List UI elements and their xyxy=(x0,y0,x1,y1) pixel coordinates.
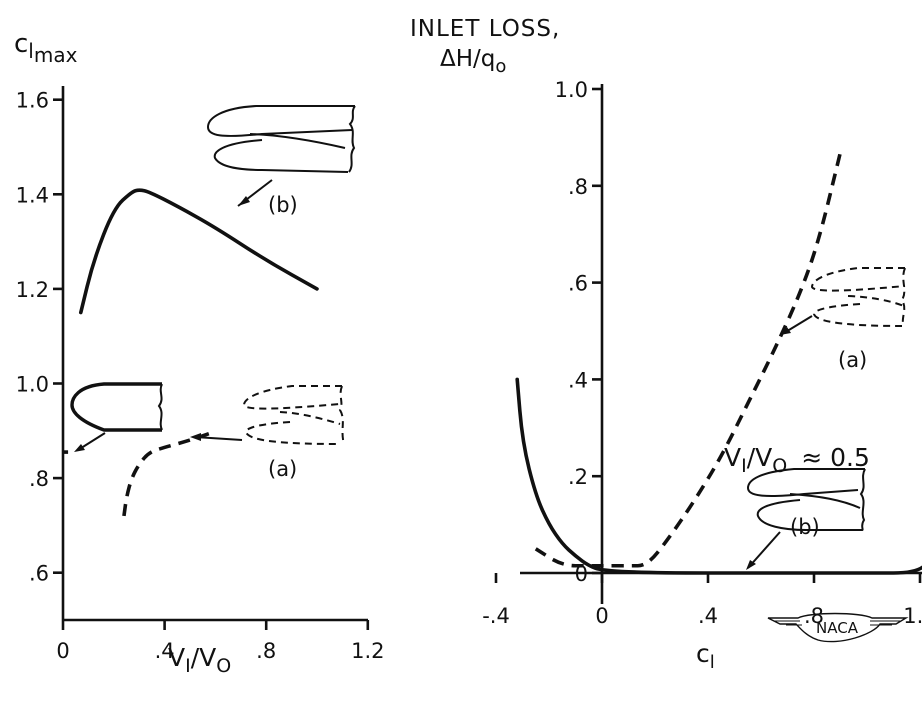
left-y-tick-label: .8 xyxy=(29,467,49,491)
right-y-tick-label: 1.0 xyxy=(555,78,588,102)
right-series-dashed-1 xyxy=(534,151,843,568)
right-chart: 0 .2 .4 .6 .8 1.0 -.4 0 .4 .8 1.2 INLET LOSS, ΔH/… xyxy=(410,16,922,673)
left-series-solid-0 xyxy=(78,188,319,315)
right-x-tick-label: 0 xyxy=(595,604,608,628)
right-y-tick-label: .6 xyxy=(568,272,588,296)
right-x-ticks: -.4 0 .4 .8 1.2 xyxy=(482,573,922,628)
left-y-tick-label: 1.4 xyxy=(16,183,49,207)
right-y-tick-label: 0 xyxy=(575,562,588,586)
left-x-tick-label: .4 xyxy=(155,639,175,663)
inlet-sketch-b-icon xyxy=(206,105,356,173)
left-y-tick-label: 1.0 xyxy=(16,373,49,397)
left-arrow-a xyxy=(194,436,243,441)
left-series-dashed-1 xyxy=(122,431,211,517)
right-y-tick-label: .2 xyxy=(568,465,588,489)
left-y-tick-label: .6 xyxy=(29,562,49,586)
right-x-tick-label: 1.2 xyxy=(903,604,922,628)
right-x-label: cl xyxy=(696,639,715,673)
naca-logo-text: NACA xyxy=(816,619,859,637)
right-y-ticks: 0 .2 .4 .6 .8 1.0 xyxy=(555,78,602,586)
right-x-tick-label: .4 xyxy=(698,604,718,628)
right-y-tick-label: .4 xyxy=(568,368,588,392)
right-series-group xyxy=(515,151,922,575)
left-x-tick-label: 1.2 xyxy=(351,639,384,663)
left-y-tick-label: 1.6 xyxy=(16,89,49,113)
left-y-tick-label: 1.2 xyxy=(16,278,49,302)
right-title-line2: ΔH/qo xyxy=(440,46,506,77)
right-x-tick-label: .8 xyxy=(804,604,824,628)
left-x-ticks: 0 .4 .8 1.2 xyxy=(56,620,385,663)
naca-logo: NACA xyxy=(767,612,909,643)
left-y-ticks: .6 .8 1.0 1.2 1.4 1.6 xyxy=(16,89,63,586)
inlet-sketch-solid-icon xyxy=(70,382,163,432)
left-x-label: VI/VO xyxy=(168,643,231,677)
left-x-tick-label: .8 xyxy=(256,639,276,663)
inlet-sketch-a-icon xyxy=(242,385,345,445)
left-annotation-b: (b) xyxy=(268,193,298,217)
left-x-tick-label: 0 xyxy=(56,639,69,663)
right-title-line1: INLET LOSS, xyxy=(410,16,560,42)
inlet-sketch-a-right-icon xyxy=(810,267,906,327)
left-y-label: clmax xyxy=(14,29,78,67)
left-chart: .6 .8 1.0 1.2 1.4 1.6 0 .4 .8 1.2 clmax VI/VO (b… xyxy=(14,29,385,677)
right-arrowhead-a xyxy=(780,327,791,335)
left-annotation-a: (a) xyxy=(268,457,297,481)
right-ratio-label: VI/VO ≈ 0.5 xyxy=(724,443,870,477)
right-annotation-a: (a) xyxy=(838,348,867,372)
right-arrow-b xyxy=(747,531,781,569)
left-series-group xyxy=(62,188,319,517)
right-x-tick-label: -.4 xyxy=(482,604,510,628)
right-arrowhead-b xyxy=(746,560,756,570)
left-arrowhead-b xyxy=(238,196,250,206)
left-arrowhead-solid xyxy=(74,444,85,452)
right-y-tick-label: .8 xyxy=(568,175,588,199)
inlet-sketch-b-right-icon xyxy=(746,468,866,531)
right-annotation-b: (b) xyxy=(790,515,820,539)
left-arrowhead-a xyxy=(190,433,201,441)
